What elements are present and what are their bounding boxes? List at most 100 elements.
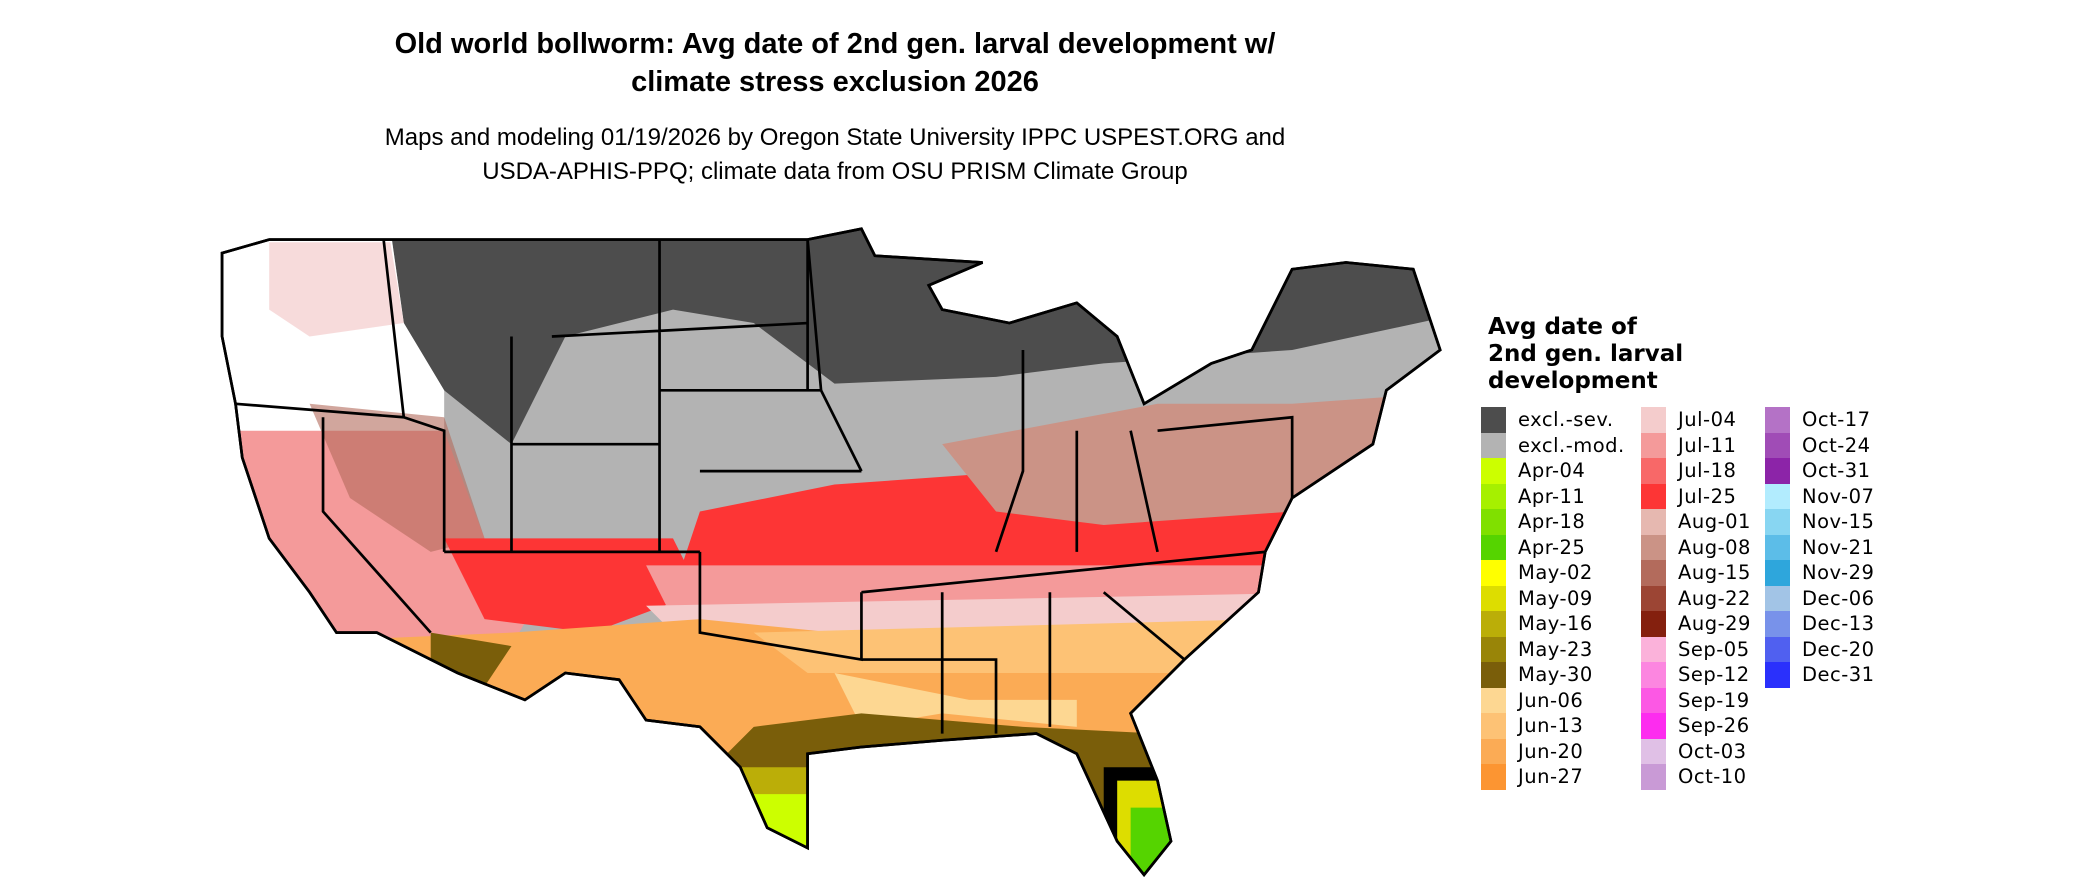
legend-title-line: Avg date of [1488,314,1637,340]
map-subtitle-line2: USDA-APHIS-PPQ; climate data from OSU PR… [482,158,1188,185]
legend-item: Nov-07 [1765,483,1875,509]
legend-swatch [1765,483,1790,509]
state-borders [220,227,1442,878]
legend-swatch [1641,534,1666,560]
legend-swatch [1765,636,1790,662]
legend-item: Aug-08 [1641,534,1751,560]
region-may-30 [222,713,1158,875]
legend-label: Oct-17 [1802,408,1871,432]
legend-item: Jun-06 [1481,687,1625,713]
legend-item: May-30 [1481,662,1625,688]
legend-label: Apr-25 [1518,535,1586,559]
legend-item: Nov-29 [1765,560,1875,586]
legend-item: May-23 [1481,636,1625,662]
legend-item: Dec-06 [1765,585,1875,611]
legend-swatch [1641,764,1666,790]
legend-swatch [1481,585,1506,611]
legend-item: Aug-01 [1641,509,1751,535]
legend-label: May-23 [1518,637,1593,661]
legend-swatch [1481,560,1506,586]
legend-title-line: development [1488,368,1658,394]
legend-column-2: Jul-04 Jul-11 Jul-18 Jul-25 Aug-01 Aug-08 Aug-… [1641,407,1751,790]
legend-item: Apr-18 [1481,509,1625,535]
legend-swatch [1481,764,1506,790]
legend-swatch [1481,407,1506,433]
legend-label: Sep-26 [1678,714,1750,738]
legend-item: Dec-31 [1765,662,1875,688]
legend-swatch [1641,687,1666,713]
legend-swatch [1641,483,1666,509]
legend-swatch [1481,458,1506,484]
legend-label: Jul-18 [1678,459,1737,483]
legend-swatch [1765,611,1790,637]
legend-label: Jun-06 [1518,688,1584,712]
legend-column-3: Oct-17 Oct-24 Oct-31 Nov-07 Nov-15 Nov-21 Nov-… [1765,407,1875,688]
legend-label: Aug-22 [1678,586,1751,610]
legend-item: Oct-24 [1765,432,1875,458]
legend-swatch [1481,509,1506,535]
legend-swatch [1641,458,1666,484]
legend-item: Aug-15 [1641,560,1751,586]
legend-column-1: excl.-sev. excl.-mod. Apr-04 Apr-11 Apr-18 Ap… [1481,407,1625,790]
legend-swatch [1765,432,1790,458]
legend-swatch [1481,534,1506,560]
legend-swatch [1641,509,1666,535]
legend-label: May-09 [1518,586,1593,610]
legend-item: Apr-25 [1481,534,1625,560]
legend-label: Oct-24 [1802,433,1871,457]
legend-item: Oct-17 [1765,407,1875,433]
legend-swatch [1641,560,1666,586]
legend-item: Sep-12 [1641,662,1751,688]
legend-item: Sep-26 [1641,713,1751,739]
legend-item: Jul-11 [1641,432,1751,458]
legend-swatch [1481,662,1506,688]
legend-label: Oct-10 [1678,765,1747,789]
legend-swatch [1765,662,1790,688]
legend-item: Jun-27 [1481,764,1625,790]
legend-swatch [1481,636,1506,662]
legend-swatch [1481,611,1506,637]
legend-swatch [1641,585,1666,611]
legend-swatch [1641,738,1666,764]
legend-label: Sep-19 [1678,688,1750,712]
legend-item: Nov-21 [1765,534,1875,560]
legend-swatch [1765,560,1790,586]
legend-item: Jul-04 [1641,407,1751,433]
legend-swatch [1765,585,1790,611]
legend-swatch [1765,509,1790,535]
legend-label: May-16 [1518,612,1593,636]
legend-label: Apr-04 [1518,459,1586,483]
legend-swatch [1641,432,1666,458]
legend-item: Aug-29 [1641,611,1751,637]
legend-label: excl.-sev. [1518,408,1614,432]
legend-item: Jul-18 [1641,458,1751,484]
legend-item: Nov-15 [1765,509,1875,535]
legend-swatch [1641,662,1666,688]
legend-item: May-09 [1481,585,1625,611]
legend-item: excl.-mod. [1481,432,1625,458]
legend-label: Dec-20 [1802,637,1875,661]
legend-swatch [1765,534,1790,560]
legend-item: Aug-22 [1641,585,1751,611]
legend-label: Oct-03 [1678,739,1747,763]
legend-title-line: 2nd gen. larval [1488,341,1684,367]
legend-label: May-30 [1518,663,1593,687]
legend-swatch [1481,687,1506,713]
legend-label: Aug-29 [1678,612,1751,636]
legend-swatch [1641,713,1666,739]
legend-label: Nov-21 [1802,535,1875,559]
map-subtitle-line1: Maps and modeling 01/19/2026 by Oregon S… [384,124,1286,151]
legend-swatch [1481,713,1506,739]
legend-item: Oct-03 [1641,738,1751,764]
legend-item: May-02 [1481,560,1625,586]
legend-swatch [1481,483,1506,509]
legend-item: Oct-10 [1641,764,1751,790]
legend-swatch [1481,738,1506,764]
legend-label: Aug-15 [1678,561,1751,585]
legend-item: Sep-19 [1641,687,1751,713]
legend-item: Dec-13 [1765,611,1875,637]
legend-title: Avg date of 2nd gen. larval development [1488,314,1683,395]
legend-label: Nov-15 [1802,510,1875,534]
